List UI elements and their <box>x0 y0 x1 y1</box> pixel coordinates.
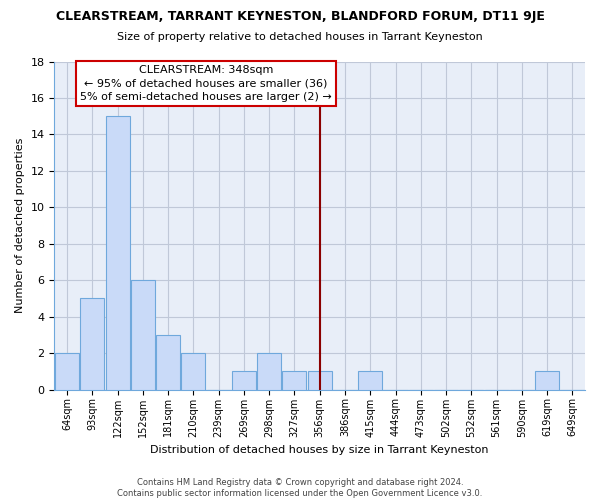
Bar <box>308 372 332 390</box>
Bar <box>181 353 205 390</box>
Text: Size of property relative to detached houses in Tarrant Keyneston: Size of property relative to detached ho… <box>117 32 483 42</box>
Text: CLEARSTREAM, TARRANT KEYNESTON, BLANDFORD FORUM, DT11 9JE: CLEARSTREAM, TARRANT KEYNESTON, BLANDFOR… <box>56 10 544 23</box>
Bar <box>358 372 382 390</box>
Bar <box>55 353 79 390</box>
X-axis label: Distribution of detached houses by size in Tarrant Keyneston: Distribution of detached houses by size … <box>151 445 489 455</box>
Bar <box>106 116 130 390</box>
Bar <box>283 372 307 390</box>
Bar <box>156 335 180 390</box>
Y-axis label: Number of detached properties: Number of detached properties <box>15 138 25 314</box>
Bar <box>80 298 104 390</box>
Text: Contains HM Land Registry data © Crown copyright and database right 2024.
Contai: Contains HM Land Registry data © Crown c… <box>118 478 482 498</box>
Text: CLEARSTREAM: 348sqm
← 95% of detached houses are smaller (36)
5% of semi-detache: CLEARSTREAM: 348sqm ← 95% of detached ho… <box>80 65 332 102</box>
Bar <box>232 372 256 390</box>
Bar <box>257 353 281 390</box>
Bar <box>131 280 155 390</box>
Bar <box>535 372 559 390</box>
